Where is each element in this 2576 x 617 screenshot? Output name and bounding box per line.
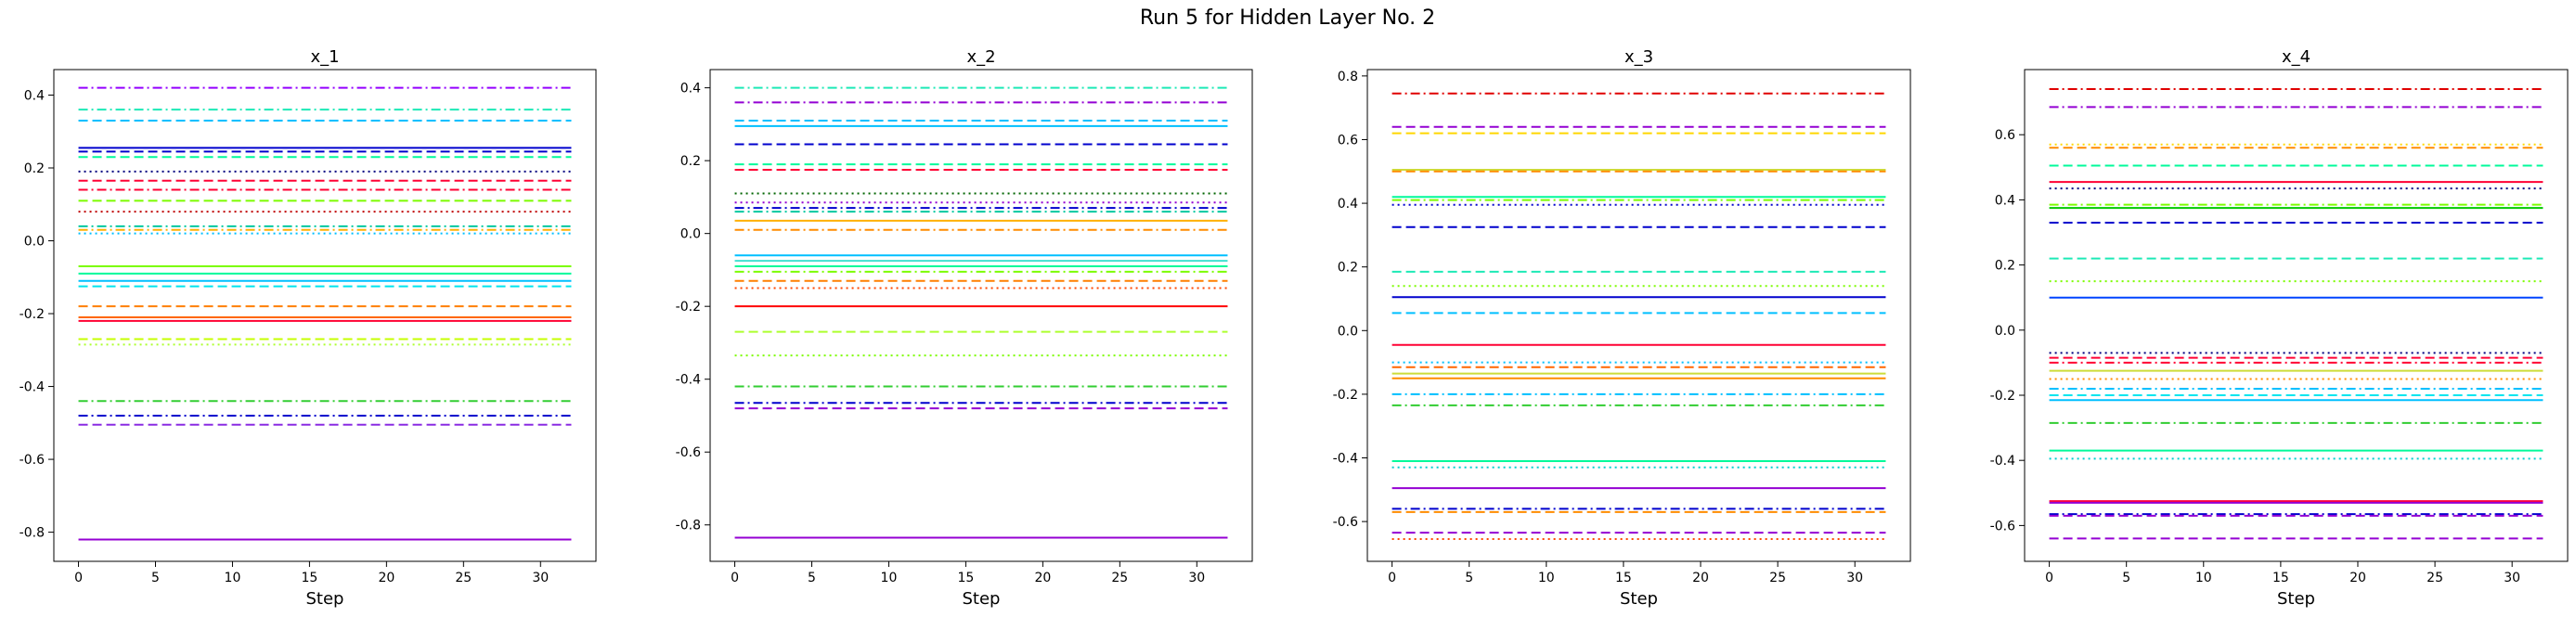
x-axis-label: Step	[2277, 589, 2315, 609]
subplot-title: x_4	[2282, 47, 2311, 67]
y-tick-label: 0.4	[680, 82, 701, 96]
y-tick-label: -0.2	[1990, 389, 2015, 404]
y-tick-label: 0.0	[1995, 324, 2015, 339]
y-tick-label: 0.0	[24, 235, 45, 250]
y-tick-label: 0.8	[1338, 70, 1358, 84]
x-tick-label: 5	[2122, 571, 2130, 585]
subplot-x1: 0 5 10 15 20 25 30 -0.8 -0.6 -0.4 -0.2 0.0 0.2 0.4 x_1…	[19, 47, 597, 609]
axes-frame	[2024, 69, 2569, 562]
x-axis-label: Step	[306, 589, 344, 609]
y-tick-label: -0.6	[1333, 515, 1358, 530]
y-tick-label: -0.6	[676, 445, 701, 460]
y-tick-label: 0.0	[680, 227, 701, 242]
figure-title: Run 5 for Hidden Layer No. 2	[1140, 6, 1435, 30]
x-tick-label: 20	[378, 571, 395, 585]
x-tick-label: 30	[2504, 571, 2520, 585]
x-axis-label: Step	[1620, 589, 1658, 609]
x-tick-label: 25	[2427, 571, 2443, 585]
subplot-x3: 0 5 10 15 20 25 30 -0.6 -0.4 -0.2 0.0 0.2 0.4 0.6 0.8 x…	[1333, 47, 1911, 609]
axes-frame	[709, 69, 1253, 562]
x-tick-label: 20	[2349, 571, 2366, 585]
x-tick-label: 5	[1465, 571, 1473, 585]
y-tick-label: -0.4	[1990, 454, 2015, 469]
x-tick-label: 20	[1034, 571, 1051, 585]
x-tick-label: 30	[1846, 571, 1863, 585]
x-tick-label: 15	[957, 571, 974, 585]
x-tick-label: 30	[532, 571, 549, 585]
x-tick-label: 30	[1188, 571, 1205, 585]
y-tick-label: -0.2	[676, 300, 701, 315]
y-tick-label: -0.4	[19, 380, 45, 395]
y-tick-label: -0.2	[19, 307, 45, 322]
x-tick-label: 25	[1111, 571, 1128, 585]
y-tick-label: 0.2	[680, 154, 701, 169]
y-tick-label: 0.4	[1995, 193, 2015, 208]
y-tick-label: 0.0	[1338, 324, 1358, 339]
y-tick-label: 0.2	[24, 161, 45, 176]
x-tick-label: 0	[731, 571, 739, 585]
x-tick-label: 15	[301, 571, 317, 585]
y-tick-label: 0.4	[24, 88, 45, 103]
y-tick-label: -0.4	[676, 373, 701, 388]
x-tick-label: 25	[455, 571, 472, 585]
y-tick-label: 0.2	[1995, 259, 2015, 274]
y-tick-label: 0.6	[1995, 128, 2015, 143]
x-tick-label: 10	[881, 571, 898, 585]
subplot-title: x_1	[310, 47, 339, 67]
y-tick-label: -0.6	[1990, 519, 2015, 533]
y-tick-label: -0.4	[1333, 452, 1358, 467]
y-tick-label: -0.2	[1333, 388, 1358, 403]
x-tick-label: 10	[225, 571, 241, 585]
x-tick-label: 5	[151, 571, 160, 585]
y-tick-label: -0.8	[19, 526, 45, 541]
subplot-x2: 0 5 10 15 20 25 30 -0.8 -0.6 -0.4 -0.2 0.0 0.2 0.4 x_2…	[676, 47, 1253, 609]
x-tick-label: 0	[74, 571, 83, 585]
x-axis-label: Step	[963, 589, 1001, 609]
axes-frame	[1366, 69, 1911, 562]
subplot-x4: 0 5 10 15 20 25 30 -0.6 -0.4 -0.2 0.0 0.2 0.4 0.6 x_4 S…	[1990, 47, 2569, 609]
y-tick-label: 0.2	[1338, 261, 1358, 276]
x-tick-label: 15	[2272, 571, 2289, 585]
y-tick-label: -0.6	[19, 453, 45, 468]
x-tick-label: 10	[1538, 571, 1555, 585]
y-tick-label: -0.8	[676, 519, 701, 533]
subplot-title: x_3	[1625, 47, 1653, 67]
x-tick-label: 15	[1615, 571, 1632, 585]
y-tick-label: 0.4	[1338, 197, 1358, 212]
x-tick-label: 20	[1692, 571, 1709, 585]
subplot-title: x_2	[966, 47, 995, 67]
x-tick-label: 0	[2045, 571, 2053, 585]
x-tick-label: 5	[808, 571, 816, 585]
y-tick-label: 0.6	[1338, 133, 1358, 148]
axes-frame	[53, 69, 597, 562]
x-tick-label: 25	[1769, 571, 1786, 585]
x-tick-label: 0	[1388, 571, 1396, 585]
x-tick-label: 10	[2195, 571, 2212, 585]
